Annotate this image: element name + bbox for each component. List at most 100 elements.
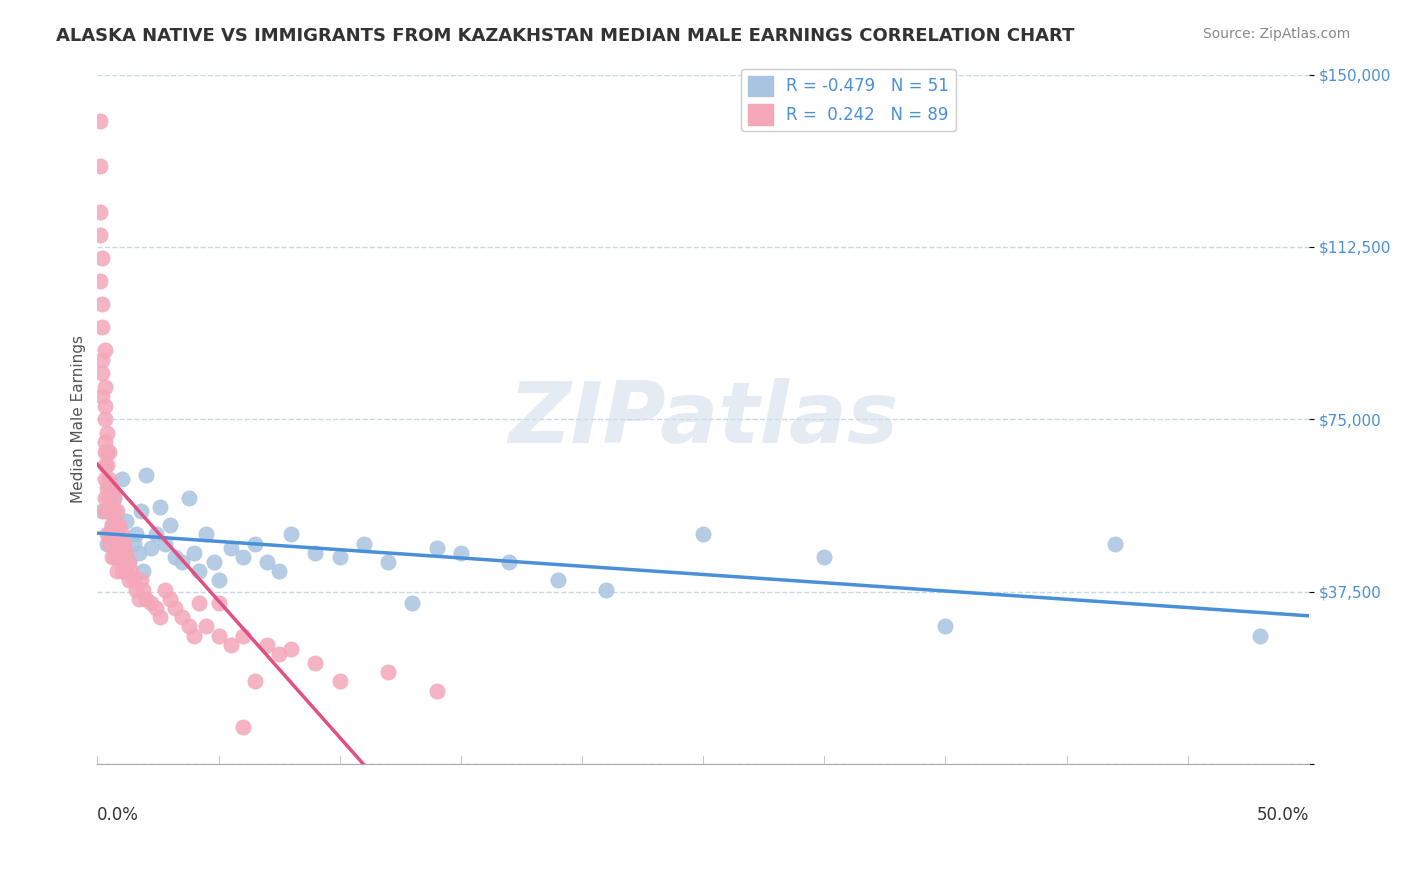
Point xyxy=(91,352,114,367)
Point xyxy=(135,591,157,606)
Point xyxy=(118,574,141,588)
Point xyxy=(110,536,132,550)
Point xyxy=(179,619,201,633)
Point xyxy=(108,518,131,533)
Point xyxy=(101,527,124,541)
Point xyxy=(96,458,118,473)
Point xyxy=(91,320,114,334)
Point xyxy=(401,596,423,610)
Point xyxy=(145,601,167,615)
Point xyxy=(103,504,125,518)
Point xyxy=(934,619,956,633)
Point xyxy=(243,536,266,550)
Point xyxy=(101,518,124,533)
Point xyxy=(98,472,121,486)
Point xyxy=(89,228,111,243)
Point xyxy=(122,536,145,550)
Point xyxy=(128,546,150,560)
Point xyxy=(93,444,115,458)
Point xyxy=(280,527,302,541)
Point xyxy=(207,574,229,588)
Point xyxy=(128,591,150,606)
Point xyxy=(232,628,254,642)
Point xyxy=(139,541,162,556)
Point xyxy=(304,656,326,670)
Point xyxy=(139,596,162,610)
Point xyxy=(91,504,114,518)
Point xyxy=(118,555,141,569)
Point xyxy=(96,527,118,541)
Point xyxy=(98,527,121,541)
Point xyxy=(304,546,326,560)
Point xyxy=(129,574,152,588)
Point xyxy=(159,591,181,606)
Point xyxy=(153,536,176,550)
Point xyxy=(112,536,135,550)
Point xyxy=(91,367,114,381)
Point xyxy=(267,564,290,578)
Point xyxy=(122,574,145,588)
Point xyxy=(110,550,132,565)
Point xyxy=(232,550,254,565)
Point xyxy=(256,638,278,652)
Point xyxy=(125,527,148,541)
Point xyxy=(377,665,399,680)
Point xyxy=(105,504,128,518)
Legend: R = -0.479   N = 51, R =  0.242   N = 89: R = -0.479 N = 51, R = 0.242 N = 89 xyxy=(741,69,956,131)
Text: 50.0%: 50.0% xyxy=(1257,805,1309,823)
Point xyxy=(547,574,569,588)
Point xyxy=(115,546,138,560)
Point xyxy=(93,472,115,486)
Point xyxy=(112,550,135,565)
Point xyxy=(595,582,617,597)
Point xyxy=(426,541,449,556)
Point xyxy=(89,113,111,128)
Point xyxy=(103,491,125,505)
Point xyxy=(450,546,472,560)
Point xyxy=(159,518,181,533)
Point xyxy=(195,527,218,541)
Point xyxy=(149,610,172,624)
Point xyxy=(91,252,114,266)
Point xyxy=(329,674,352,689)
Point xyxy=(108,536,131,550)
Point xyxy=(105,536,128,550)
Point xyxy=(110,564,132,578)
Point xyxy=(96,444,118,458)
Point xyxy=(96,481,118,495)
Point xyxy=(120,564,142,578)
Point xyxy=(98,504,121,518)
Point xyxy=(132,564,155,578)
Point xyxy=(91,389,114,403)
Point xyxy=(103,491,125,505)
Point xyxy=(232,721,254,735)
Point xyxy=(93,380,115,394)
Point xyxy=(93,458,115,473)
Point xyxy=(110,472,132,486)
Point xyxy=(98,444,121,458)
Point xyxy=(105,527,128,541)
Point xyxy=(149,500,172,514)
Point xyxy=(183,546,205,560)
Point xyxy=(219,541,242,556)
Text: Source: ZipAtlas.com: Source: ZipAtlas.com xyxy=(1202,27,1350,41)
Point xyxy=(125,582,148,597)
Point xyxy=(93,412,115,426)
Point xyxy=(188,564,211,578)
Point xyxy=(93,435,115,450)
Point xyxy=(96,536,118,550)
Point xyxy=(103,550,125,565)
Point xyxy=(89,275,111,289)
Text: ZIPatlas: ZIPatlas xyxy=(508,378,898,461)
Point xyxy=(93,399,115,413)
Point xyxy=(96,426,118,441)
Point xyxy=(93,343,115,358)
Point xyxy=(163,601,186,615)
Point xyxy=(135,467,157,482)
Point xyxy=(89,205,111,219)
Point xyxy=(280,642,302,657)
Point xyxy=(91,297,114,311)
Point xyxy=(101,504,124,518)
Point xyxy=(172,555,194,569)
Point xyxy=(132,582,155,597)
